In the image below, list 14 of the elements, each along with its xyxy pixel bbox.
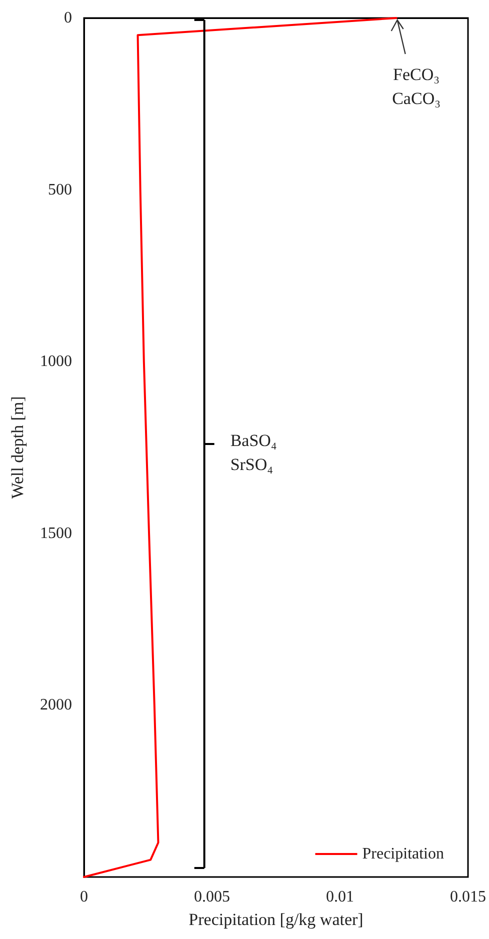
y-tick-label: 2000 bbox=[40, 696, 72, 714]
x-axis-title: Precipitation [g/kg water] bbox=[188, 910, 364, 929]
y-tick-label: 500 bbox=[48, 181, 72, 198]
y-axis-title: Well depth [m] bbox=[8, 396, 27, 499]
legend-label: Precipitation bbox=[362, 846, 444, 862]
x-tick-label: 0 bbox=[80, 888, 88, 906]
x-tick-label: 0.005 bbox=[194, 888, 230, 906]
x-tick-label: 0.01 bbox=[326, 888, 354, 906]
x-tick-label: 0.015 bbox=[450, 888, 486, 906]
annotation: FeCO₃ CaCO₃ bbox=[392, 65, 441, 108]
y-tick-label: 1500 bbox=[40, 524, 72, 542]
y-tick-label: 1000 bbox=[40, 353, 72, 370]
ref-line-label: BaSO₄ SrSO₄ bbox=[230, 431, 277, 474]
y-tick-label: 0 bbox=[64, 10, 72, 26]
